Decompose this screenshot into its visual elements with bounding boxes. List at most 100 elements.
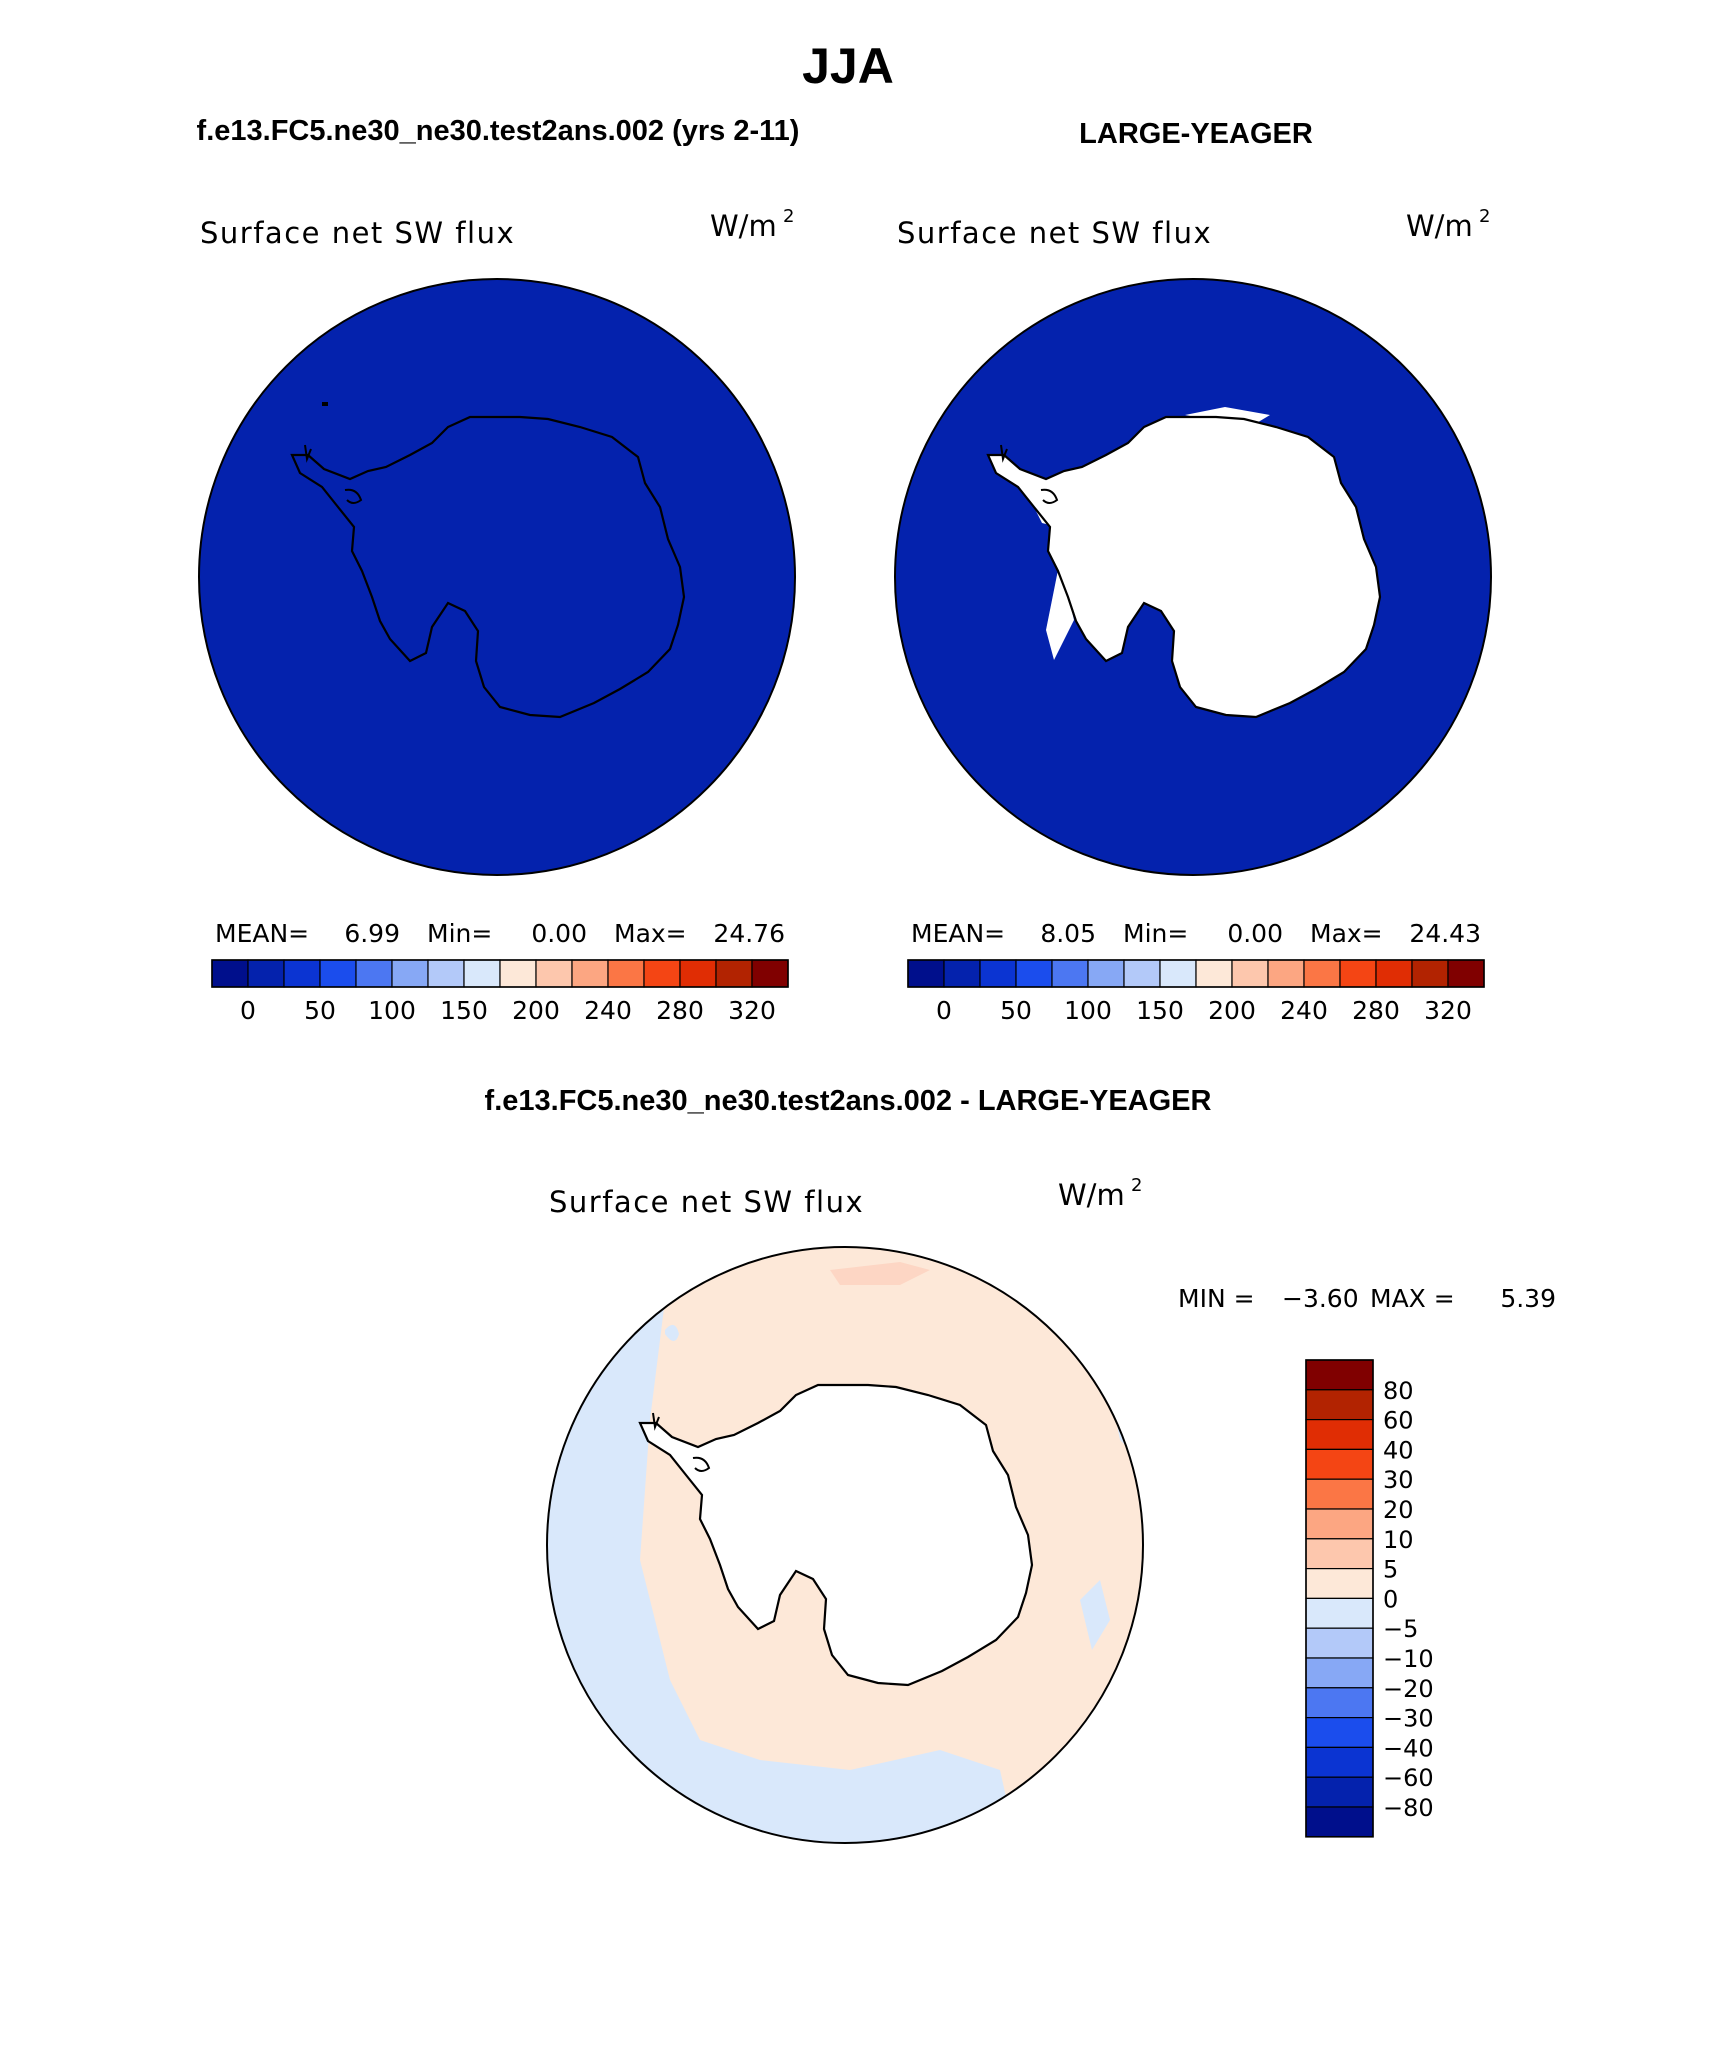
colorbar-swatch bbox=[1305, 1657, 1374, 1689]
svg-text:2: 2 bbox=[1131, 1175, 1142, 1196]
svg-text:MEAN=: MEAN= bbox=[215, 919, 309, 948]
panel-2-stats: MEAN= 8.05 Min= 0.00 Max= 24.43 bbox=[911, 919, 1481, 948]
diff-map-island-outline bbox=[692, 1456, 711, 1472]
colorbar-frame bbox=[907, 959, 1485, 988]
colorbar-swatch bbox=[535, 959, 573, 988]
colorbar-swatch bbox=[1159, 959, 1197, 988]
panel-2-colorbar: 0 50 100 150 200 240 280 320 bbox=[907, 959, 1485, 1025]
colorbar-tick-label: −80 bbox=[1383, 1794, 1434, 1822]
diff-units: W/m 2 bbox=[1058, 1175, 1142, 1212]
colorbar-swatch bbox=[427, 959, 465, 988]
colorbar-swatch bbox=[211, 959, 249, 988]
colorbar-tick-label: 10 bbox=[1383, 1526, 1414, 1554]
colorbar-swatch bbox=[1305, 1567, 1374, 1599]
colorbar-swatch bbox=[943, 959, 981, 988]
map-1-island-outline bbox=[322, 402, 328, 406]
colorbar-swatch bbox=[751, 959, 789, 988]
colorbar-swatch bbox=[1305, 1597, 1374, 1629]
svg-text:24.43: 24.43 bbox=[1409, 919, 1481, 948]
svg-text:W/m: W/m bbox=[1058, 1178, 1125, 1212]
colorbar-swatch bbox=[1305, 1478, 1374, 1510]
colorbar-tick-label: 280 bbox=[1352, 996, 1400, 1025]
svg-text:Min=: Min= bbox=[1123, 919, 1188, 948]
colorbar-tick-label: −5 bbox=[1383, 1615, 1418, 1643]
svg-text:8.05: 8.05 bbox=[1040, 919, 1096, 948]
colorbar-tick-label: 0 bbox=[240, 996, 256, 1025]
colorbar-swatch bbox=[319, 959, 357, 988]
svg-text:5.39: 5.39 bbox=[1500, 1284, 1556, 1313]
colorbar-swatch bbox=[1305, 1538, 1374, 1570]
colorbar-swatch bbox=[1305, 1746, 1374, 1778]
diff-minmax: MIN = −3.60 MAX = 5.39 bbox=[1178, 1284, 1556, 1313]
map-2-island-outline bbox=[1000, 444, 1008, 463]
colorbar-tick-label: −30 bbox=[1383, 1705, 1434, 1733]
panel-1-stats: MEAN= 6.99 Min= 0.00 Max= 24.76 bbox=[215, 919, 785, 948]
panel-2-case-title: LARGE-YEAGER bbox=[1079, 118, 1313, 150]
svg-text:6.99: 6.99 bbox=[344, 919, 400, 948]
map-2-island-outline bbox=[1040, 488, 1059, 504]
svg-text:Min=: Min= bbox=[427, 919, 492, 948]
svg-text:24.76: 24.76 bbox=[713, 919, 785, 948]
colorbar-tick-label: 200 bbox=[1208, 996, 1256, 1025]
colorbar-tick-label: 30 bbox=[1383, 1466, 1414, 1494]
map-panel-2 bbox=[894, 278, 1492, 876]
panel-1-variable-label: Surface net SW flux bbox=[200, 216, 515, 250]
colorbar-tick-label: −60 bbox=[1383, 1764, 1434, 1792]
panel-1-colorbar: 0 50 100 150 200 240 280 320 bbox=[211, 959, 789, 1025]
map-1-ocean bbox=[199, 279, 795, 875]
colorbar-swatch bbox=[1051, 959, 1089, 988]
diff-map-negative-area bbox=[665, 1324, 679, 1341]
diff-variable-label: Surface net SW flux bbox=[549, 1185, 864, 1219]
colorbar-swatch bbox=[1411, 959, 1449, 988]
svg-text:MIN =: MIN = bbox=[1178, 1284, 1255, 1313]
map-1-island-outline bbox=[344, 488, 363, 504]
svg-text:2: 2 bbox=[783, 206, 794, 227]
colorbar-swatch bbox=[1195, 959, 1233, 988]
diff-map-negative-area bbox=[1080, 1580, 1110, 1650]
panel-1-case-title: f.e13.FC5.ne30_ne30.test2ans.002 (yrs 2-… bbox=[197, 115, 800, 147]
svg-text:2: 2 bbox=[1479, 206, 1490, 227]
panel-2-units: W/m 2 bbox=[1406, 206, 1490, 243]
svg-text:−3.60: −3.60 bbox=[1282, 1284, 1359, 1313]
colorbar-swatch bbox=[1305, 1776, 1374, 1808]
colorbar-swatch bbox=[1305, 1448, 1374, 1480]
svg-text:0.00: 0.00 bbox=[1227, 919, 1283, 948]
colorbar-swatch bbox=[715, 959, 753, 988]
colorbar-swatch bbox=[247, 959, 285, 988]
diff-map-island-outline bbox=[652, 1412, 660, 1431]
svg-text:W/m: W/m bbox=[710, 209, 777, 243]
colorbar-tick-label: 320 bbox=[1424, 996, 1472, 1025]
diff-map-negative-area bbox=[595, 1532, 617, 1557]
colorbar-tick-label: 280 bbox=[656, 996, 704, 1025]
diff-map-negative-area bbox=[547, 1250, 1020, 1843]
colorbar-tick-label: 240 bbox=[1280, 996, 1328, 1025]
map-2-border bbox=[894, 278, 1492, 876]
svg-text:Max=: Max= bbox=[1310, 919, 1383, 948]
colorbar-tick-label: 240 bbox=[584, 996, 632, 1025]
colorbar-swatch bbox=[1305, 1687, 1374, 1719]
diff-map-positive-patch bbox=[830, 1262, 930, 1285]
svg-text:0.00: 0.00 bbox=[531, 919, 587, 948]
colorbar-tick-label: 50 bbox=[304, 996, 336, 1025]
colorbar-tick-label: 80 bbox=[1383, 1377, 1414, 1405]
colorbar-swatch bbox=[1231, 959, 1269, 988]
panel-2-variable-label: Surface net SW flux bbox=[897, 216, 1212, 250]
colorbar-tick-label: 150 bbox=[440, 996, 488, 1025]
colorbar-tick-label: 150 bbox=[1136, 996, 1184, 1025]
diff-title: f.e13.FC5.ne30_ne30.test2ans.002 - LARGE… bbox=[485, 1085, 1212, 1117]
colorbar-swatch bbox=[1087, 959, 1125, 988]
colorbar-swatch bbox=[1305, 1627, 1374, 1659]
colorbar-tick-label: 320 bbox=[728, 996, 776, 1025]
colorbar-swatch bbox=[1305, 1389, 1374, 1421]
colorbar-swatch bbox=[1305, 1508, 1374, 1540]
colorbar-swatch bbox=[499, 959, 537, 988]
colorbar-frame bbox=[1305, 1359, 1374, 1838]
colorbar-tick-label: 200 bbox=[512, 996, 560, 1025]
colorbar-swatch bbox=[679, 959, 717, 988]
map-panel-diff bbox=[546, 1246, 1144, 1844]
colorbar-swatch bbox=[1375, 959, 1413, 988]
colorbar-tick-label: 100 bbox=[1064, 996, 1112, 1025]
map-2-ice-area bbox=[1018, 475, 1066, 529]
colorbar-swatch bbox=[607, 959, 645, 988]
